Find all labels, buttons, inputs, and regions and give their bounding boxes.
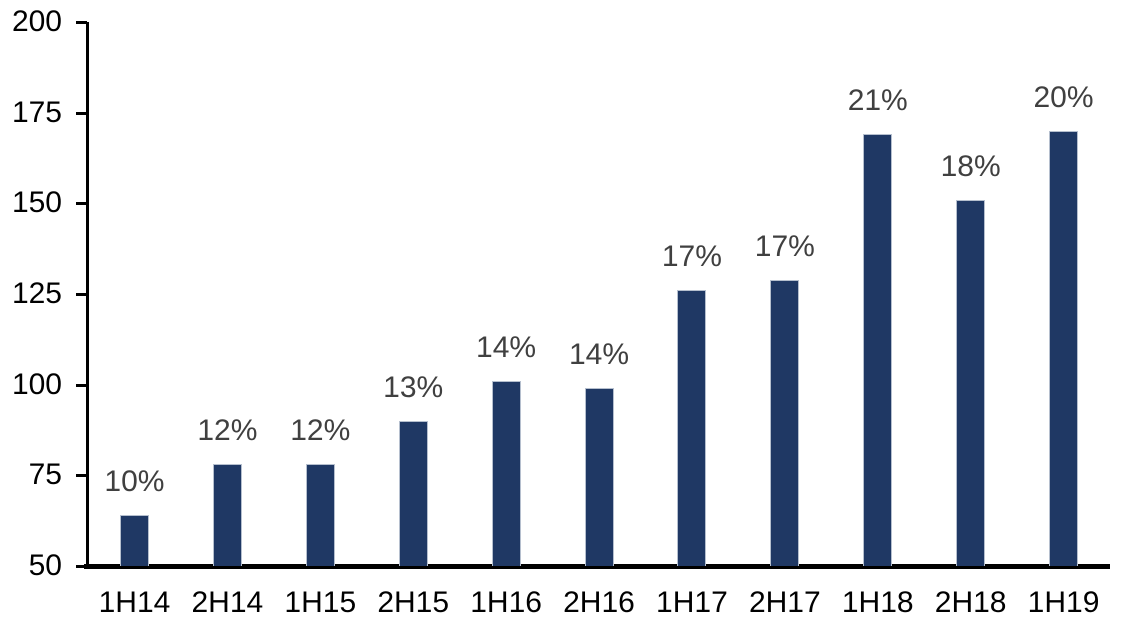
bar-value-label: 17%: [754, 229, 815, 263]
y-tick-label: 100: [11, 367, 62, 401]
plot-area: 10% 12% 12% 13% 14% 14% 17% 17% 21% 18% 20%: [88, 22, 1110, 566]
x-tick-label: 1H16: [470, 586, 542, 619]
bar-1H19: [1049, 130, 1079, 566]
y-tick-mark: [76, 293, 87, 296]
bar-value-label: 14%: [568, 338, 629, 372]
bar-value-label: 12%: [290, 414, 351, 448]
bar-1H17: [677, 290, 707, 566]
y-axis-line: [86, 22, 89, 569]
bar-1H14: [119, 515, 149, 566]
x-tick-label: 1H17: [656, 586, 728, 619]
bar-value-label: 10%: [104, 465, 165, 499]
bar-value-label: 21%: [847, 84, 908, 118]
x-tick-label: 1H14: [98, 586, 171, 619]
bar-value-label: 13%: [383, 370, 444, 404]
y-tick-label: 200: [11, 5, 62, 38]
y-tick-mark: [76, 21, 87, 24]
x-tick-label: 2H16: [563, 586, 635, 619]
y-tick-label: 125: [11, 277, 62, 310]
y-tick-label: 150: [11, 186, 62, 220]
x-tick-label: 2H14: [191, 586, 264, 619]
bar-1H16: [491, 381, 521, 566]
y-tick-mark: [76, 383, 87, 387]
y-tick-mark: [76, 111, 87, 115]
x-tick-label: 2H18: [934, 586, 1007, 619]
bar-value-label: 14%: [476, 331, 537, 365]
y-tick-label: 175: [11, 95, 62, 129]
x-axis-line: [84, 564, 1110, 569]
bar-value-label: 20%: [1033, 80, 1094, 114]
bar-1H18: [863, 134, 893, 566]
bar-value-label: 18%: [940, 149, 1001, 183]
x-tick-label: 1H19: [1027, 586, 1100, 619]
y-tick-mark: [76, 474, 87, 478]
x-tick-label: 2H17: [748, 586, 821, 619]
bar-2H16: [584, 388, 614, 566]
y-tick-mark: [76, 202, 87, 206]
bar-1H15: [305, 464, 335, 566]
x-tick-label: 2H15: [377, 586, 450, 619]
bar-value-label: 12%: [197, 414, 258, 448]
y-tick-label: 50: [28, 549, 62, 582]
bar-2H14: [212, 464, 242, 566]
x-tick-label: 1H15: [284, 586, 357, 619]
bar-value-label: 17%: [661, 240, 722, 274]
bar-2H17: [770, 279, 800, 566]
y-tick-label: 75: [28, 458, 62, 492]
y-tick-mark: [76, 565, 87, 568]
bar-2H15: [398, 420, 428, 566]
x-tick-label: 1H18: [841, 586, 914, 619]
bar-2H18: [956, 199, 986, 566]
